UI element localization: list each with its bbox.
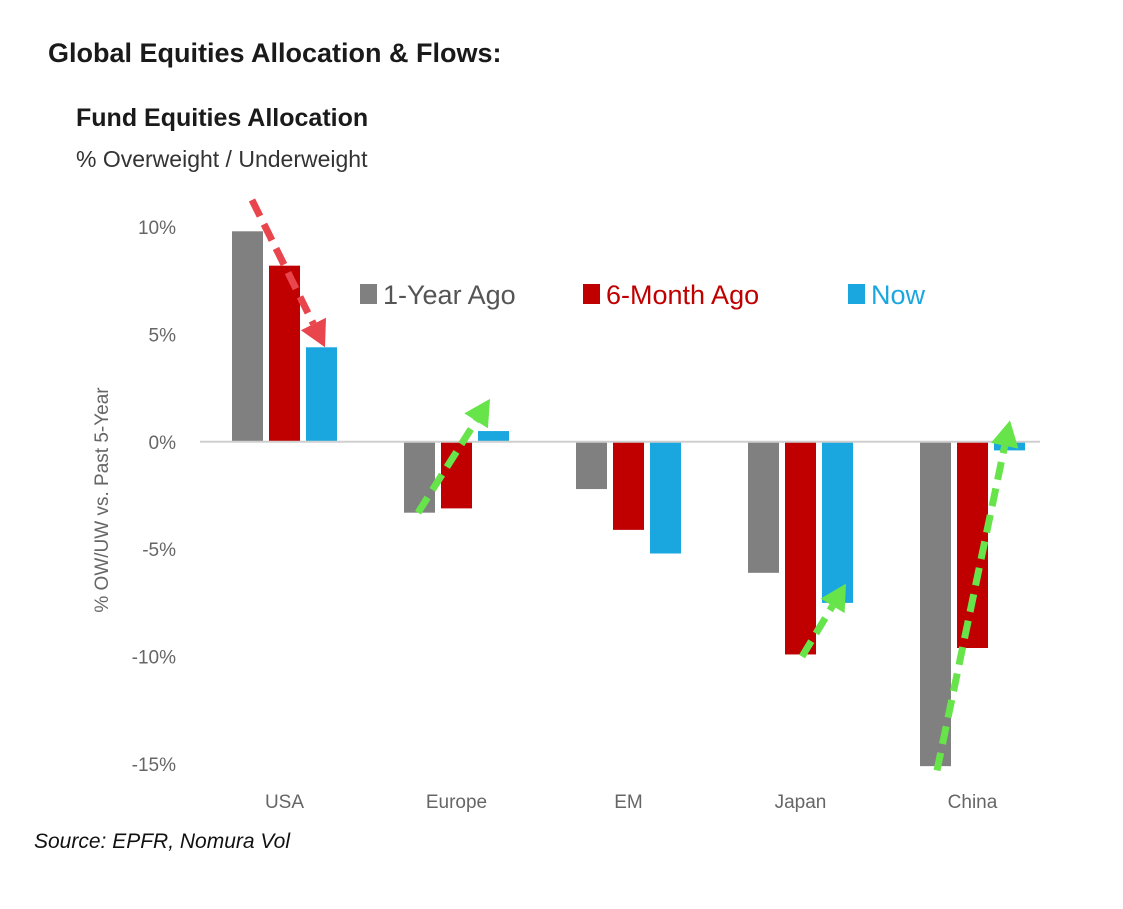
annotation-arrow-usa [248, 198, 317, 326]
bar-usa-6-month-ago [269, 265, 300, 442]
y-axis-label: % OW/UW vs. Past 5-Year [92, 387, 113, 613]
x-tick-label-japan: Japan [775, 792, 827, 813]
legend-label-1-year-ago: 1-Year Ago [383, 280, 516, 310]
chart-bars [232, 231, 1025, 767]
annotation-arrow-japan [799, 604, 836, 659]
legend-label-now: Now [871, 280, 926, 310]
annotation-arrowhead-usa [300, 317, 326, 348]
bar-china-1-year-ago [920, 441, 951, 767]
x-axis-ticks: USA Europe EM Japan China [265, 792, 998, 813]
annotation-arrowhead-japan [820, 583, 846, 614]
chart-subtitle: % Overweight / Underweight [76, 146, 368, 172]
bar-europe-1-year-ago [404, 441, 435, 513]
y-tick-label: -10% [132, 648, 176, 669]
page-title: Global Equities Allocation & Flows: [48, 38, 502, 68]
bar-europe-now [478, 431, 509, 442]
bar-japan-now [822, 441, 853, 603]
y-tick-label: 10% [138, 218, 176, 239]
bar-em-6-month-ago [613, 441, 644, 530]
annotation-arrowhead-china [990, 420, 1019, 449]
x-tick-label-europe: Europe [426, 792, 487, 813]
legend-label-6-month-ago: 6-Month Ago [606, 280, 759, 310]
chart-title: Fund Equities Allocation [76, 104, 369, 132]
bar-em-now [650, 441, 681, 554]
annotation-arrows [248, 198, 1019, 772]
bar-usa-1-year-ago [232, 231, 263, 442]
source-note: Source: EPFR, Nomura Vol [34, 830, 290, 853]
legend: 1-Year Ago 6-Month Ago Now [360, 280, 926, 310]
bar-japan-6-month-ago [785, 441, 816, 655]
legend-swatch-6-month-ago [583, 284, 600, 304]
annotation-arrow-china [933, 445, 1009, 772]
annotation-arrowhead-europe [464, 398, 490, 429]
y-axis-ticks: 10% 5% 0% -5% -10% -15% [132, 218, 176, 776]
y-tick-label: 0% [149, 433, 177, 454]
x-tick-label-usa: USA [265, 792, 304, 813]
bar-em-1-year-ago [576, 441, 607, 490]
legend-swatch-now [848, 284, 865, 304]
x-tick-label-china: China [948, 792, 998, 813]
y-tick-label: -15% [132, 755, 176, 776]
x-tick-label-em: EM [614, 792, 643, 813]
annotation-arrow-europe [415, 418, 480, 515]
bar-usa-now [306, 347, 337, 442]
y-tick-label: -5% [142, 540, 176, 561]
bar-japan-1-year-ago [748, 441, 779, 573]
y-tick-label: 5% [149, 325, 177, 346]
legend-swatch-1-year-ago [360, 284, 377, 304]
bar-europe-6-month-ago [441, 441, 472, 509]
